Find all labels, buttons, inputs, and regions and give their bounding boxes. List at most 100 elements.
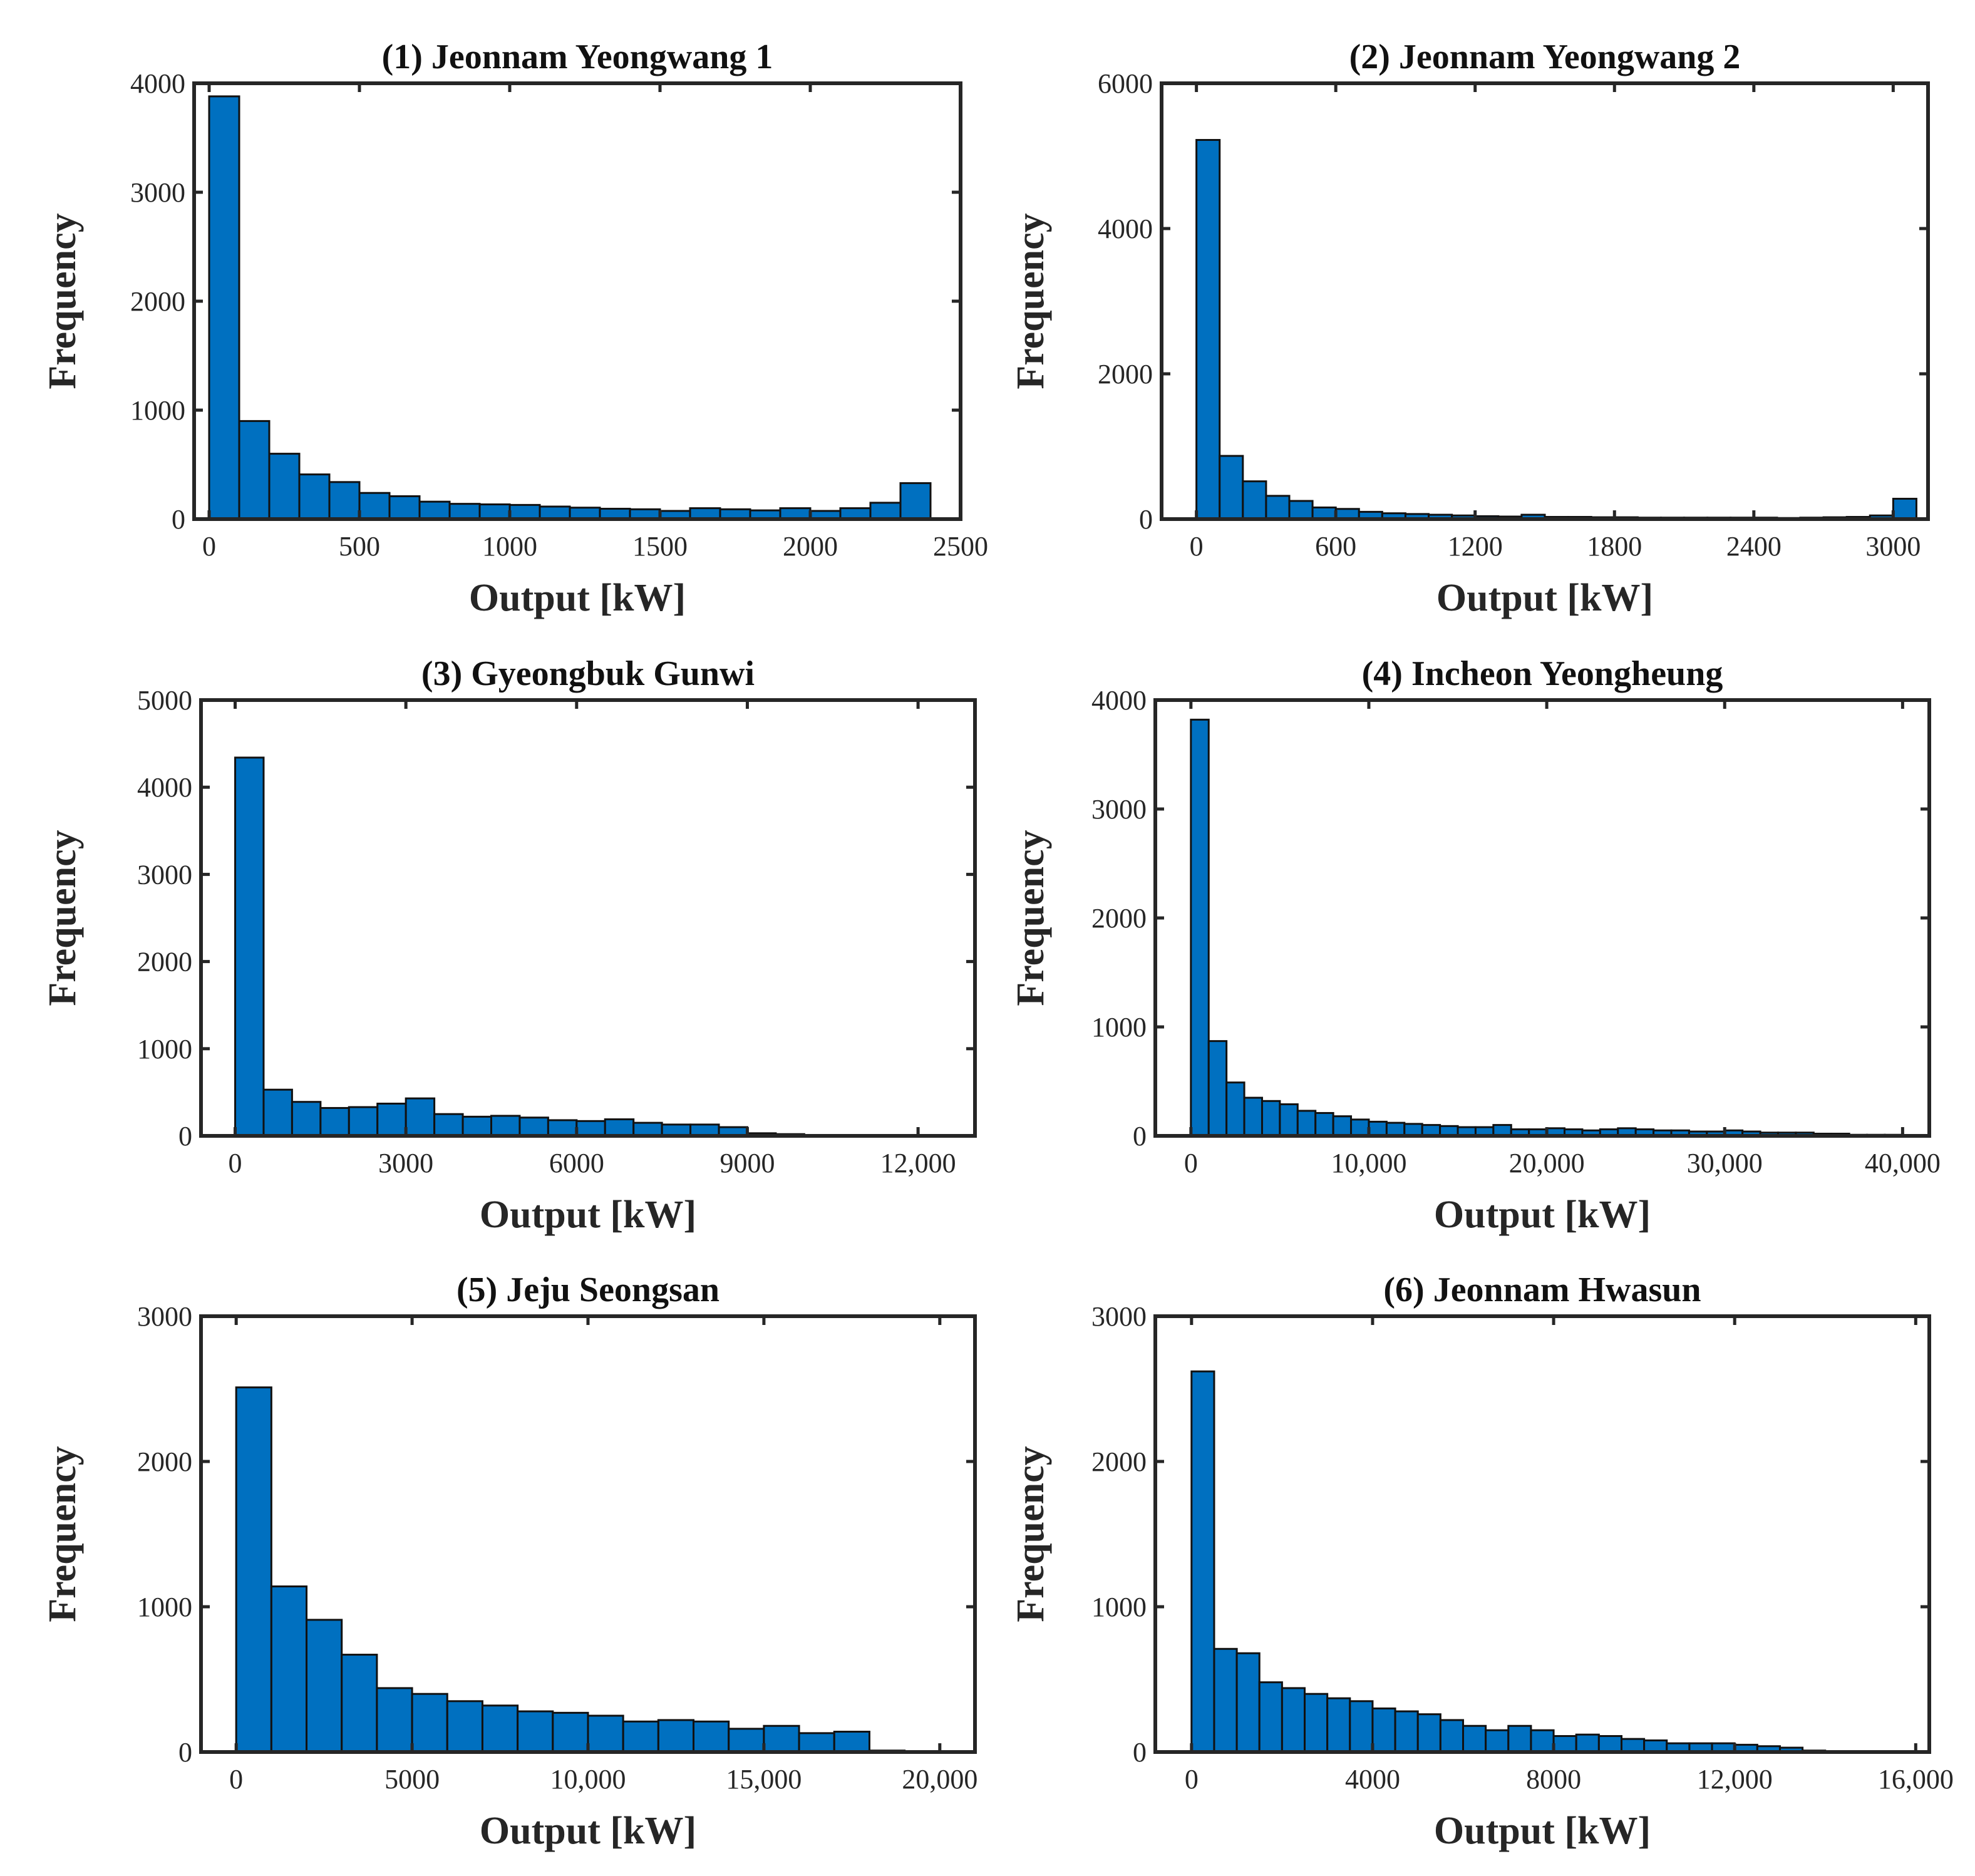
chart6-bar-13: [1485, 1729, 1510, 1753]
chart3-ytick-label-2: 2000: [137, 947, 192, 977]
chart2-xtick-label-5: 3000: [1865, 531, 1921, 562]
chart5-y-axis-label: Frequency: [41, 1446, 84, 1622]
chart2-xtick-label-4: 2400: [1726, 531, 1782, 562]
chart6-title: (6) Jeonnam Hwasun: [1383, 1270, 1701, 1309]
chart4-bar-3: [1243, 1096, 1263, 1137]
chart3-bar-12: [575, 1120, 606, 1137]
chart1-bar-2: [268, 453, 301, 520]
chart2-panel: 0 600 1200 1800 2400 3000 0 2000 4000 6000 (2) Jeo…: [1009, 38, 1930, 619]
chart2-bar-2: [1242, 480, 1267, 520]
chart3-bar-6: [405, 1097, 436, 1137]
chart5-bar-3: [341, 1654, 378, 1753]
chart4-ytick-label-0: 0: [1133, 1121, 1147, 1152]
chart2-y-axis-label: Frequency: [1009, 213, 1052, 389]
chart1-title: (1) Jeonnam Yeongwang 1: [382, 38, 773, 76]
chart1-bar-10: [508, 503, 541, 520]
chart2-ytick-label-3: 6000: [1098, 68, 1153, 99]
chart3-ytick-label-5: 5000: [137, 685, 192, 716]
chart4-bar-8: [1332, 1115, 1353, 1137]
chart1-bar-5: [358, 492, 391, 520]
chart1-panel: 0 500 1000 1500 2000 2500 0 1000 2000 3000 4000 (1)…: [41, 38, 988, 619]
chart1-bar-11: [539, 505, 571, 520]
chart3-bar-1: [262, 1088, 293, 1137]
chart5-bar-4: [376, 1687, 413, 1753]
chart3-bar-11: [547, 1119, 578, 1137]
chart5-ytick-label-0: 0: [178, 1737, 192, 1768]
chart3-bar-14: [632, 1121, 663, 1137]
chart1-y-axis-label: Frequency: [41, 213, 84, 389]
chart2-ytick-label-0: 0: [1139, 504, 1153, 535]
chart5-bar-17: [833, 1731, 870, 1753]
chart1-xtick-label-3: 1500: [632, 531, 688, 562]
chart6-xtick-label-3: 12,000: [1697, 1764, 1773, 1795]
chart5-xtick-label-3: 15,000: [726, 1764, 802, 1795]
chart4-xtick-label-0: 0: [1184, 1148, 1198, 1178]
chart6-xtick-label-0: 0: [1185, 1764, 1199, 1795]
chart6-bar-9: [1394, 1710, 1419, 1753]
chart1-ytick-label-2: 2000: [130, 286, 185, 317]
chart3-x-axis-label: Output [kW]: [480, 1193, 696, 1236]
chart1-ytick-label-1: 1000: [130, 395, 185, 426]
chart1-bar-23: [899, 482, 932, 520]
chart5-bar-15: [763, 1724, 800, 1753]
chart6-bar-4: [1281, 1687, 1306, 1753]
chart2-bar-30: [1892, 498, 1917, 520]
chart5-xtick-label-2: 10,000: [550, 1764, 626, 1795]
chart4-xtick-label-4: 40,000: [1865, 1148, 1941, 1178]
chart5-xtick-label-4: 20,000: [902, 1764, 977, 1795]
chart5-bar-12: [657, 1719, 695, 1753]
chart3-bar-13: [604, 1118, 635, 1137]
chart1-bar-6: [388, 495, 421, 520]
chart6-bar-5: [1304, 1693, 1329, 1753]
chart1-xtick-label-1: 500: [339, 531, 380, 562]
chart6-bar-18: [1597, 1734, 1622, 1753]
chart3-y-axis-label: Frequency: [41, 830, 84, 1006]
chart3-xtick-label-3: 9000: [719, 1148, 775, 1178]
chart2-bar-1: [1219, 455, 1244, 520]
chart1-bar-9: [478, 503, 511, 520]
chart5-bar-16: [798, 1732, 835, 1753]
chart3-xtick-label-0: 0: [229, 1148, 242, 1178]
chart1-bar-4: [328, 481, 361, 520]
chart6-bar-11: [1439, 1719, 1465, 1753]
chart2-xtick-label-0: 0: [1190, 531, 1204, 562]
chart5-bar-7: [481, 1704, 519, 1753]
chart6-axes-frame: [1153, 1314, 1931, 1754]
chart6-ytick-label-2: 2000: [1091, 1446, 1147, 1477]
chart5-x-axis-label: Output [kW]: [480, 1810, 696, 1852]
chart6-bar-10: [1416, 1713, 1441, 1753]
chart6-bar-14: [1507, 1724, 1532, 1753]
chart1-x-axis-label: Output [kW]: [469, 577, 686, 619]
chart1-axes-frame: [192, 81, 962, 521]
chart3-ytick-label-0: 0: [178, 1121, 192, 1152]
chart4-bar-6: [1296, 1110, 1317, 1137]
chart6-panel: 0 4000 8000 12,000 16,000 0 1000 2000 3000 (6) Je…: [1009, 1270, 1954, 1852]
chart3-ytick-label-4: 4000: [137, 772, 192, 803]
chart4-panel: 0 10,000 20,000 30,000 40,000 0 1000 2000 3000 40…: [1009, 654, 1941, 1236]
chart1-bar-1: [238, 420, 271, 520]
chart5-xtick-label-0: 0: [229, 1764, 243, 1795]
chart6-bar-6: [1326, 1697, 1351, 1753]
chart6-y-axis-label: Frequency: [1009, 1446, 1052, 1622]
chart5-bar-1: [270, 1585, 308, 1753]
chart6-xtick-label-4: 16,000: [1878, 1764, 1954, 1795]
chart4-bar-0: [1190, 718, 1210, 1137]
chart4-bar-10: [1368, 1120, 1388, 1137]
chart3-bar-8: [462, 1115, 493, 1137]
chart3-bar-5: [376, 1102, 407, 1137]
chart2-ytick-label-1: 2000: [1098, 359, 1153, 389]
chart4-bar-1: [1207, 1040, 1228, 1137]
chart1-xtick-label-5: 2500: [933, 531, 988, 562]
chart4-ytick-label-4: 4000: [1091, 685, 1147, 716]
chart5-panel: 0 5000 10,000 15,000 20,000 0 1000 2000 3000 (5) …: [41, 1270, 977, 1852]
chart2-x-axis-label: Output [kW]: [1436, 577, 1653, 619]
chart6-bar-3: [1258, 1681, 1283, 1753]
chart5-ytick-label-2: 2000: [137, 1446, 192, 1477]
chart2-bar-4: [1288, 500, 1314, 520]
chart4-xtick-label-3: 30,000: [1687, 1148, 1763, 1178]
chart4-bar-5: [1279, 1103, 1299, 1137]
chart4-bar-4: [1261, 1100, 1281, 1137]
chart6-bar-7: [1349, 1700, 1374, 1753]
chart3-bar-2: [291, 1101, 322, 1137]
